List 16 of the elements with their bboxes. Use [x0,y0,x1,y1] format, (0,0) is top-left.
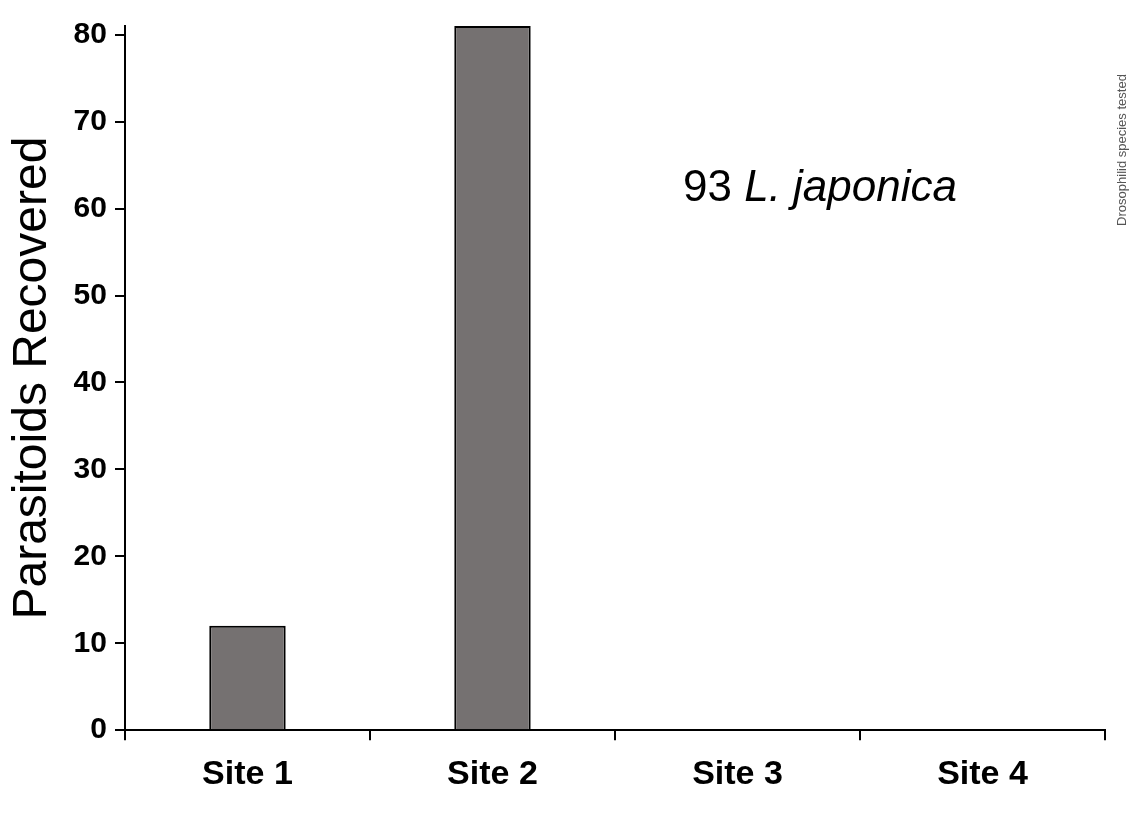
text: Drosophilid species tested [1113,74,1129,226]
y-tick-label: 30 [73,450,107,484]
x-tick-label: Site 1 [202,752,293,791]
x-tick-label: Site 2 [447,752,538,791]
y-tick-label: 40 [73,363,107,397]
y-tick-label: 10 [73,624,107,658]
y-tick-label: 80 [73,15,107,49]
y-tick-label: 60 [73,189,107,223]
y-tick-label: 0 [90,711,107,745]
y-tick-label: 50 [73,276,107,310]
annotation: 93 L. japonica [683,160,957,210]
y-axis-title: Parasitoids Recovered [3,136,57,620]
x-tick-label: Site 3 [692,752,783,791]
y-tick-label: 20 [73,537,107,571]
y-tick-label: 70 [73,102,107,136]
x-tick-label: Site 4 [937,752,1028,791]
